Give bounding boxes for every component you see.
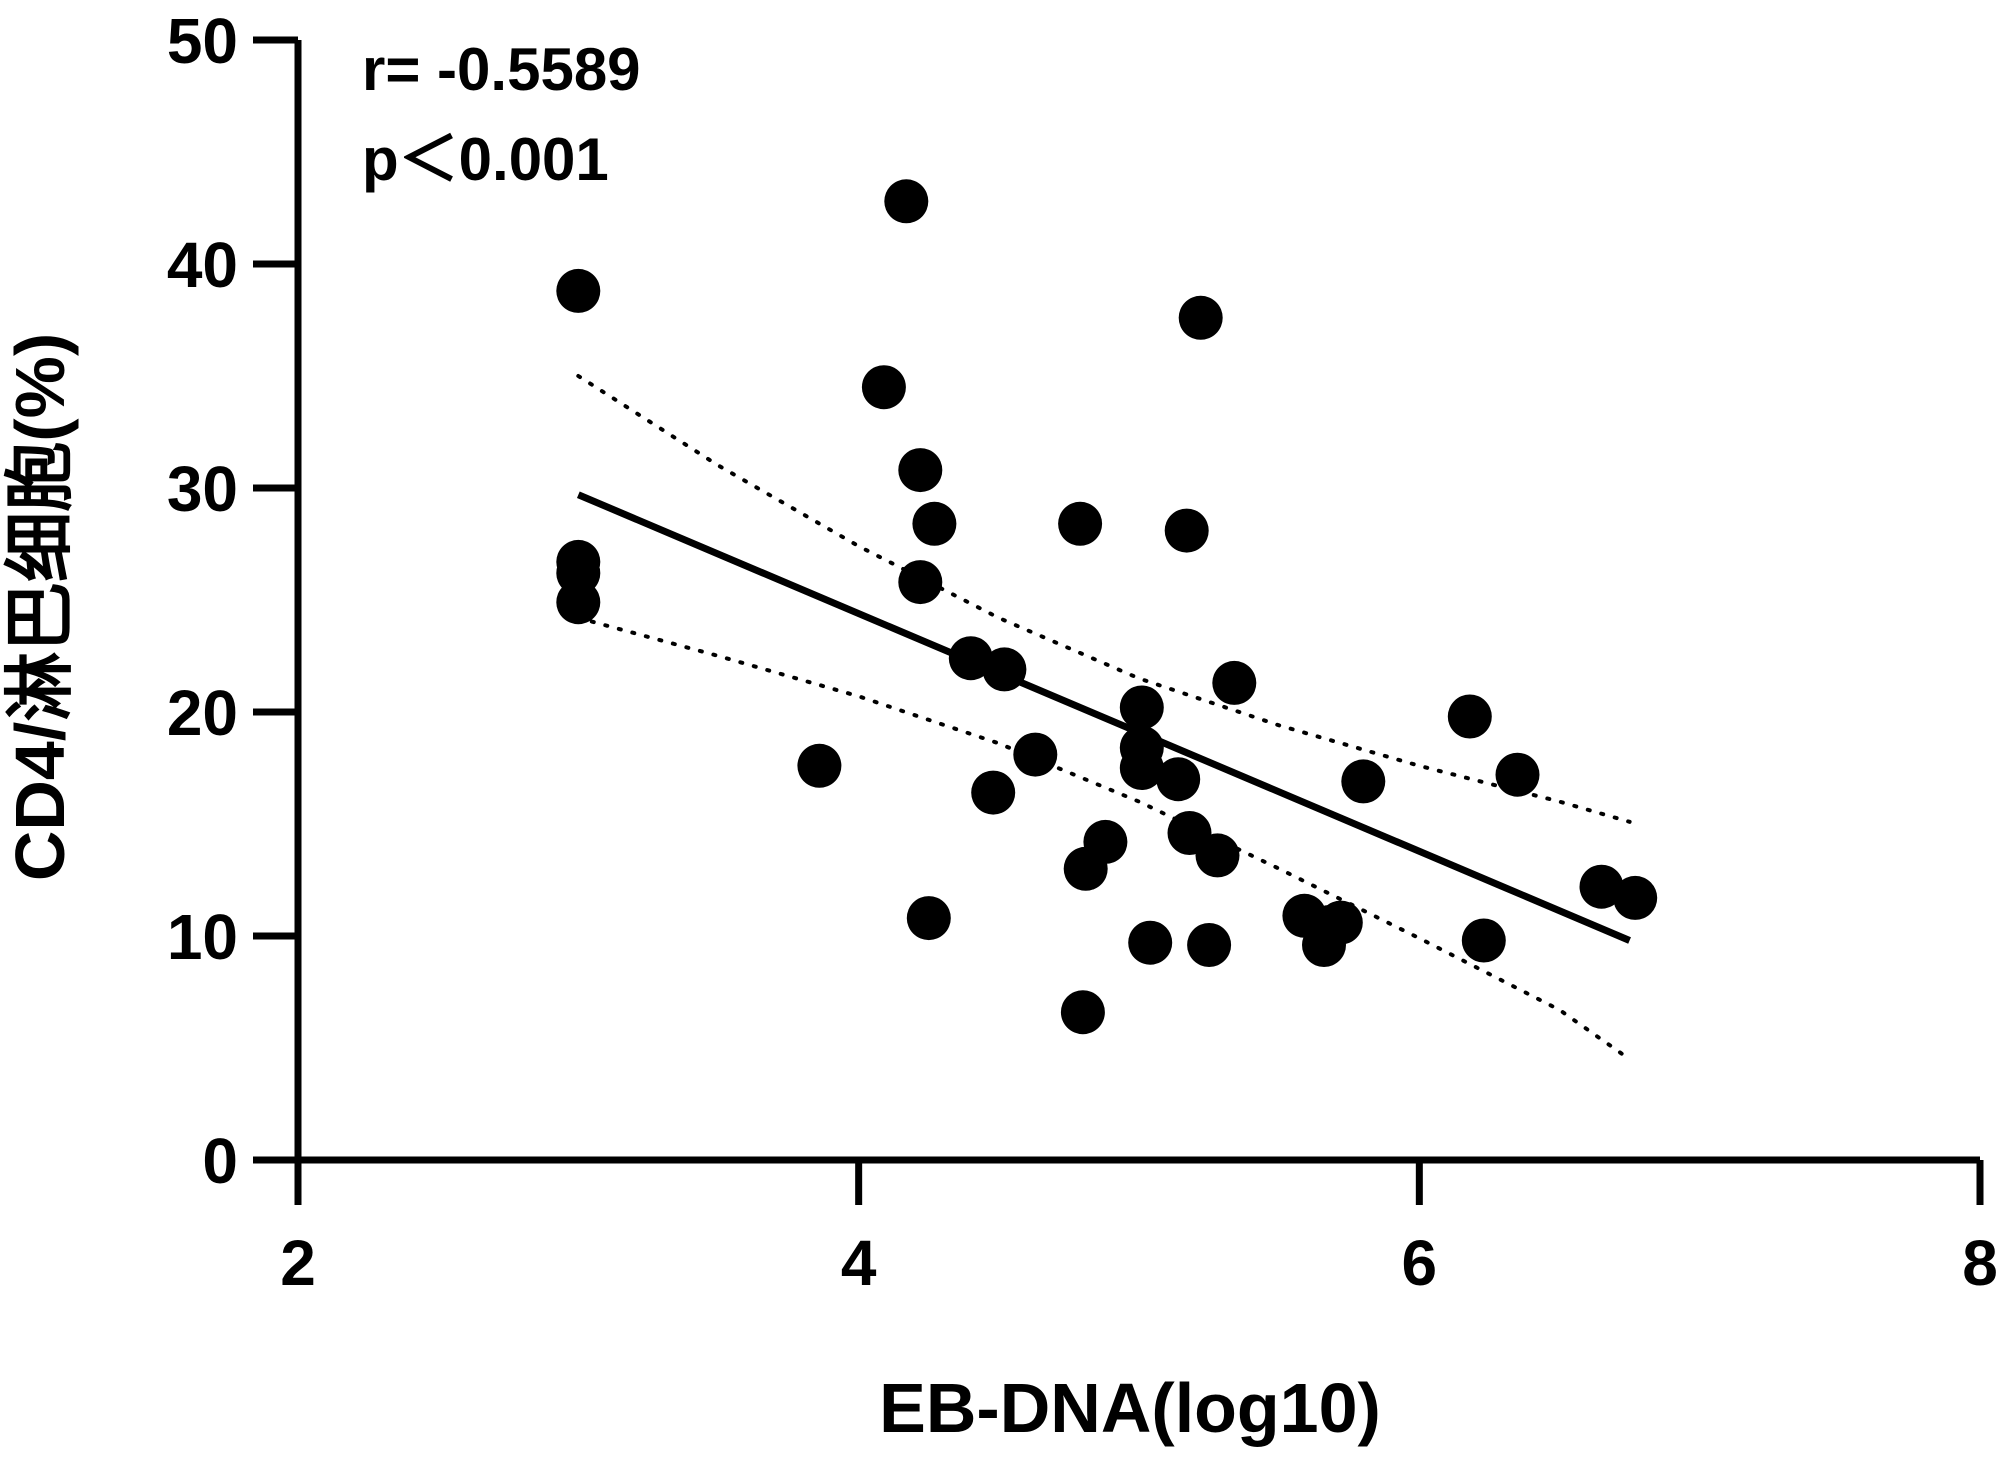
data-point xyxy=(1013,732,1058,777)
y-tick-label: 30 xyxy=(167,453,238,525)
data-point xyxy=(1341,759,1386,804)
x-tick-label: 6 xyxy=(1402,1227,1438,1299)
x-tick-label: 4 xyxy=(841,1227,877,1299)
x-tick-label: 2 xyxy=(280,1227,316,1299)
x-axis-title: EB-DNA(log10) xyxy=(879,1369,1381,1447)
data-point xyxy=(971,770,1016,815)
y-tick-label: 50 xyxy=(167,5,238,77)
data-point xyxy=(884,179,929,224)
data-point xyxy=(1058,501,1103,546)
data-point xyxy=(1119,746,1164,790)
data-point xyxy=(1461,918,1506,963)
data-point xyxy=(1613,875,1658,920)
y-tick-label: 10 xyxy=(167,901,238,973)
data-point xyxy=(1164,508,1209,553)
data-point xyxy=(1195,833,1240,878)
data-point xyxy=(1156,757,1201,802)
data-point xyxy=(948,636,993,681)
data-point xyxy=(797,743,842,788)
x-tick-label: 8 xyxy=(1962,1227,1998,1299)
data-point xyxy=(1302,923,1346,967)
data-point xyxy=(1128,920,1173,965)
data-point xyxy=(1187,923,1232,967)
confidence-band xyxy=(576,374,1632,1062)
regression-layer xyxy=(576,491,1631,944)
y-tick-label: 0 xyxy=(202,1125,238,1197)
data-point xyxy=(898,448,943,493)
data-point xyxy=(912,501,957,546)
y-tick-label: 20 xyxy=(167,677,238,749)
data-point xyxy=(861,365,906,410)
regression-line xyxy=(576,491,1631,944)
data-point xyxy=(1119,685,1164,730)
correlation-coefficient: r= -0.5589 xyxy=(362,36,641,103)
data-point xyxy=(898,560,943,605)
confidence-band-lower xyxy=(576,615,1632,1062)
data-point xyxy=(1060,990,1105,1035)
y-tick-label: 40 xyxy=(167,229,238,301)
data-point xyxy=(1083,819,1128,864)
data-point xyxy=(1447,694,1492,739)
p-value: p＜0.001 xyxy=(362,126,609,193)
data-point xyxy=(1212,660,1257,705)
data-point xyxy=(1579,864,1624,909)
y-axis-title: CD4/淋巴细胞(%) xyxy=(1,333,79,881)
data-point xyxy=(906,896,951,941)
data-point xyxy=(556,268,601,313)
confidence-band-upper xyxy=(576,374,1632,824)
ticks: 2 4 6 8 0 10 20 30 40 50 xyxy=(167,5,1998,1299)
axes xyxy=(294,40,1980,1164)
data-point xyxy=(982,647,1027,692)
data-points xyxy=(556,179,1658,1035)
data-point xyxy=(1178,295,1223,340)
data-point xyxy=(556,580,601,625)
data-point xyxy=(1495,752,1540,797)
